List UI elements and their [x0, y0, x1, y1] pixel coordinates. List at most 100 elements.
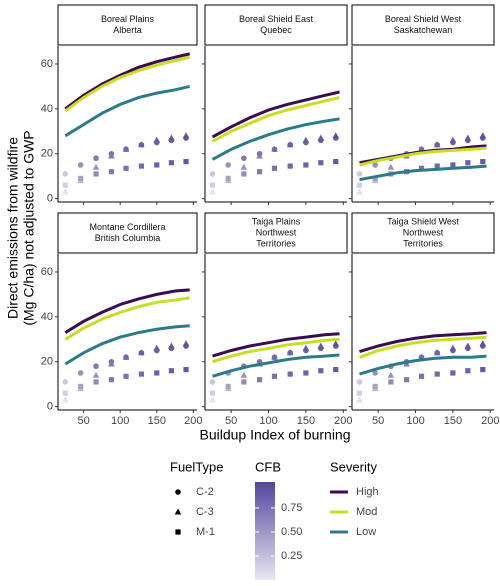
point	[480, 158, 486, 165]
point	[154, 370, 160, 376]
point	[356, 188, 363, 195]
line	[64, 52, 191, 111]
point	[465, 160, 471, 166]
point	[240, 163, 248, 170]
point	[108, 169, 115, 175]
strip-label: Quebec	[260, 25, 292, 35]
point	[302, 344, 310, 351]
point	[92, 371, 100, 378]
legend-label: Mod	[356, 506, 377, 518]
point	[317, 134, 325, 141]
point	[108, 360, 115, 367]
point	[464, 342, 472, 349]
line	[64, 84, 191, 138]
point	[449, 136, 457, 143]
strip-label: Territories	[256, 238, 296, 248]
point	[62, 379, 69, 385]
x-tick-label: 50	[77, 415, 89, 427]
strip-label: Taiga Shield West	[387, 216, 459, 226]
line	[359, 354, 487, 376]
x-tick-label: 100	[259, 415, 277, 427]
line	[212, 332, 340, 358]
x-tick-label: 200	[184, 415, 202, 427]
strip-label: Taiga Plains	[252, 216, 301, 226]
point	[318, 368, 324, 374]
point	[93, 155, 99, 162]
legend-label: High	[356, 486, 379, 498]
point	[138, 141, 145, 148]
x-tick-label: 150	[148, 415, 166, 427]
point	[62, 390, 68, 396]
point	[450, 370, 456, 376]
point	[78, 383, 84, 390]
strip	[57, 212, 198, 254]
point	[77, 370, 84, 376]
point	[333, 158, 339, 165]
y-tick-label: 60	[41, 266, 53, 278]
point	[153, 344, 161, 351]
point	[93, 363, 99, 370]
y-tick-label: 60	[41, 58, 53, 70]
point	[240, 371, 248, 378]
point	[388, 379, 394, 385]
strip-label: Boreal Plains	[101, 14, 155, 24]
x-tick-label: 200	[481, 415, 499, 427]
point	[209, 396, 216, 403]
strip	[204, 4, 348, 46]
strip-label: Territories	[403, 238, 443, 248]
point	[209, 188, 216, 195]
point	[62, 171, 69, 177]
point	[209, 390, 216, 396]
point	[479, 132, 487, 139]
point	[317, 342, 325, 349]
legend-symbol	[174, 508, 182, 515]
point	[93, 171, 99, 177]
point	[123, 165, 129, 171]
point	[78, 175, 84, 182]
point	[356, 171, 363, 177]
line	[359, 164, 487, 182]
point	[209, 379, 216, 385]
line	[212, 353, 340, 378]
point	[480, 366, 486, 373]
point	[225, 383, 231, 390]
point	[302, 136, 310, 143]
strip-label: Boreal Shield West	[385, 14, 462, 24]
strip	[351, 4, 495, 46]
line	[211, 96, 340, 143]
point	[403, 377, 410, 383]
strip	[204, 212, 348, 254]
point	[225, 162, 231, 168]
x-tick-label: 50	[225, 415, 237, 427]
point	[182, 340, 190, 347]
line	[212, 337, 340, 364]
strip-label: Boreal Shield East	[239, 14, 314, 24]
point	[241, 155, 247, 162]
point	[433, 349, 441, 356]
colorbar-label: 0.75	[281, 502, 302, 514]
y-axis-label: Direct emissions from wildfire	[5, 137, 21, 319]
y-tick-label: 0	[47, 193, 53, 205]
line	[64, 288, 190, 334]
y-tick-label: 0	[47, 401, 53, 413]
x-axis-label: Buildup Index of burning	[200, 427, 351, 443]
point	[271, 145, 278, 152]
point	[465, 368, 471, 374]
line	[211, 117, 340, 161]
legend-title: FuelType	[170, 459, 223, 474]
point	[286, 349, 294, 356]
point	[92, 163, 100, 170]
point	[154, 162, 160, 168]
point	[62, 396, 69, 403]
legend-label: M-1	[196, 526, 215, 538]
y-axis-label: (Mg C/ha) not adjusted to GWP	[21, 130, 37, 325]
y-tick-label: 20	[41, 356, 53, 368]
point	[303, 162, 309, 168]
line	[64, 55, 191, 113]
point	[256, 169, 263, 175]
point	[318, 160, 324, 166]
point	[449, 344, 457, 351]
